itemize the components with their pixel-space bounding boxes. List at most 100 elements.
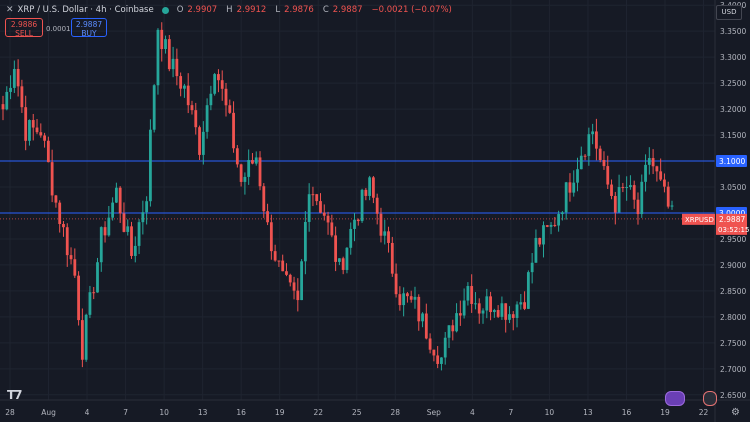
candle-body[interactable]: [247, 160, 251, 177]
candle-body[interactable]: [16, 68, 20, 87]
candle-body[interactable]: [5, 91, 9, 110]
candle-body[interactable]: [564, 182, 568, 213]
candle-body[interactable]: [141, 212, 145, 223]
candle-body[interactable]: [243, 176, 247, 182]
candle-body[interactable]: [39, 132, 43, 136]
candle-body[interactable]: [337, 258, 341, 262]
buy-button[interactable]: 2.9887 BUY: [71, 18, 107, 38]
candle-body[interactable]: [572, 182, 576, 193]
candle-body[interactable]: [167, 39, 171, 70]
earnings-event-icon[interactable]: [703, 391, 717, 406]
candle-body[interactable]: [496, 310, 500, 317]
candle-body[interactable]: [595, 131, 598, 149]
candle-body[interactable]: [198, 127, 201, 155]
candle-body[interactable]: [470, 286, 474, 304]
candle-body[interactable]: [610, 184, 613, 196]
candle-body[interactable]: [1, 104, 5, 110]
candle-body[interactable]: [360, 189, 364, 222]
settings-gear-icon[interactable]: ⚙: [731, 407, 740, 418]
candle-body[interactable]: [534, 237, 538, 263]
candle-body[interactable]: [251, 160, 254, 164]
candle-body[interactable]: [492, 310, 496, 313]
candle-body[interactable]: [190, 105, 194, 111]
candle-body[interactable]: [179, 76, 183, 89]
candle-body[interactable]: [220, 80, 224, 89]
candle-body[interactable]: [258, 157, 262, 187]
candle-body[interactable]: [96, 262, 99, 293]
candle-body[interactable]: [568, 182, 572, 193]
candle-body[interactable]: [194, 110, 198, 128]
candle-body[interactable]: [383, 231, 387, 236]
candle-body[interactable]: [228, 105, 232, 113]
candle-body[interactable]: [133, 245, 137, 256]
candle-body[interactable]: [24, 107, 28, 141]
candle-body[interactable]: [145, 201, 149, 213]
candle-body[interactable]: [269, 222, 273, 252]
currency-dropdown[interactable]: USD: [716, 5, 742, 20]
candle-body[interactable]: [122, 213, 126, 232]
candle-body[interactable]: [171, 58, 175, 70]
candle-body[interactable]: [232, 112, 235, 149]
candles[interactable]: [1, 22, 674, 371]
candle-body[interactable]: [474, 303, 477, 305]
candle-body[interactable]: [300, 261, 303, 301]
candle-body[interactable]: [587, 134, 591, 156]
candle-body[interactable]: [235, 148, 239, 165]
candle-body[interactable]: [519, 302, 523, 305]
candle-body[interactable]: [266, 211, 269, 223]
candle-body[interactable]: [398, 294, 402, 306]
candle-body[interactable]: [126, 226, 130, 232]
time-axis[interactable]: 28 Aug 4 7 10 13 16 19 22 25 28 Sep 4 7 10 13 16 19 22: [5, 408, 708, 417]
candle-body[interactable]: [428, 338, 432, 350]
candle-body[interactable]: [111, 202, 115, 218]
candle-body[interactable]: [311, 194, 315, 196]
candle-body[interactable]: [103, 227, 107, 236]
candle-body[interactable]: [436, 355, 440, 364]
symbol-title[interactable]: XRP / U.S. Dollar · 4h · Coinbase: [17, 5, 154, 15]
candle-body[interactable]: [621, 187, 625, 189]
candle-body[interactable]: [80, 320, 84, 360]
candle-body[interactable]: [651, 158, 655, 167]
candle-body[interactable]: [186, 85, 190, 106]
candle-body[interactable]: [118, 187, 122, 214]
candle-body[interactable]: [277, 260, 281, 262]
candle-body[interactable]: [130, 226, 133, 256]
candle-body[interactable]: [262, 186, 266, 212]
candle-body[interactable]: [440, 357, 443, 364]
candle-body[interactable]: [379, 213, 383, 236]
candle-body[interactable]: [372, 177, 375, 198]
candle-body[interactable]: [632, 185, 636, 200]
candle-body[interactable]: [209, 93, 213, 106]
tradingview-logo-icon[interactable]: T7: [7, 388, 23, 402]
candle-body[interactable]: [364, 189, 368, 196]
candle-body[interactable]: [443, 337, 447, 358]
candle-body[interactable]: [598, 148, 602, 161]
candle-body[interactable]: [35, 127, 39, 133]
candle-body[interactable]: [254, 157, 258, 164]
candle-body[interactable]: [387, 231, 390, 243]
candle-body[interactable]: [292, 282, 296, 291]
candle-body[interactable]: [12, 68, 16, 88]
candle-body[interactable]: [629, 185, 632, 188]
candle-body[interactable]: [160, 29, 164, 50]
candle-body[interactable]: [583, 155, 587, 157]
candle-body[interactable]: [46, 140, 50, 163]
candle-body[interactable]: [107, 217, 111, 236]
candle-body[interactable]: [462, 300, 466, 316]
candle-body[interactable]: [205, 105, 209, 132]
candle-body[interactable]: [447, 325, 451, 338]
candle-body[interactable]: [92, 292, 96, 294]
candle-body[interactable]: [458, 313, 462, 316]
sell-button[interactable]: 2.9886 SELL: [5, 18, 43, 38]
candle-body[interactable]: [334, 235, 338, 262]
candle-body[interactable]: [50, 162, 54, 196]
candle-body[interactable]: [602, 160, 606, 167]
candle-body[interactable]: [69, 255, 73, 260]
candle-body[interactable]: [43, 135, 46, 141]
candle-body[interactable]: [9, 87, 12, 92]
candle-body[interactable]: [77, 275, 80, 321]
candle-body[interactable]: [647, 158, 651, 165]
candle-body[interactable]: [213, 74, 217, 94]
candle-body[interactable]: [542, 225, 545, 245]
